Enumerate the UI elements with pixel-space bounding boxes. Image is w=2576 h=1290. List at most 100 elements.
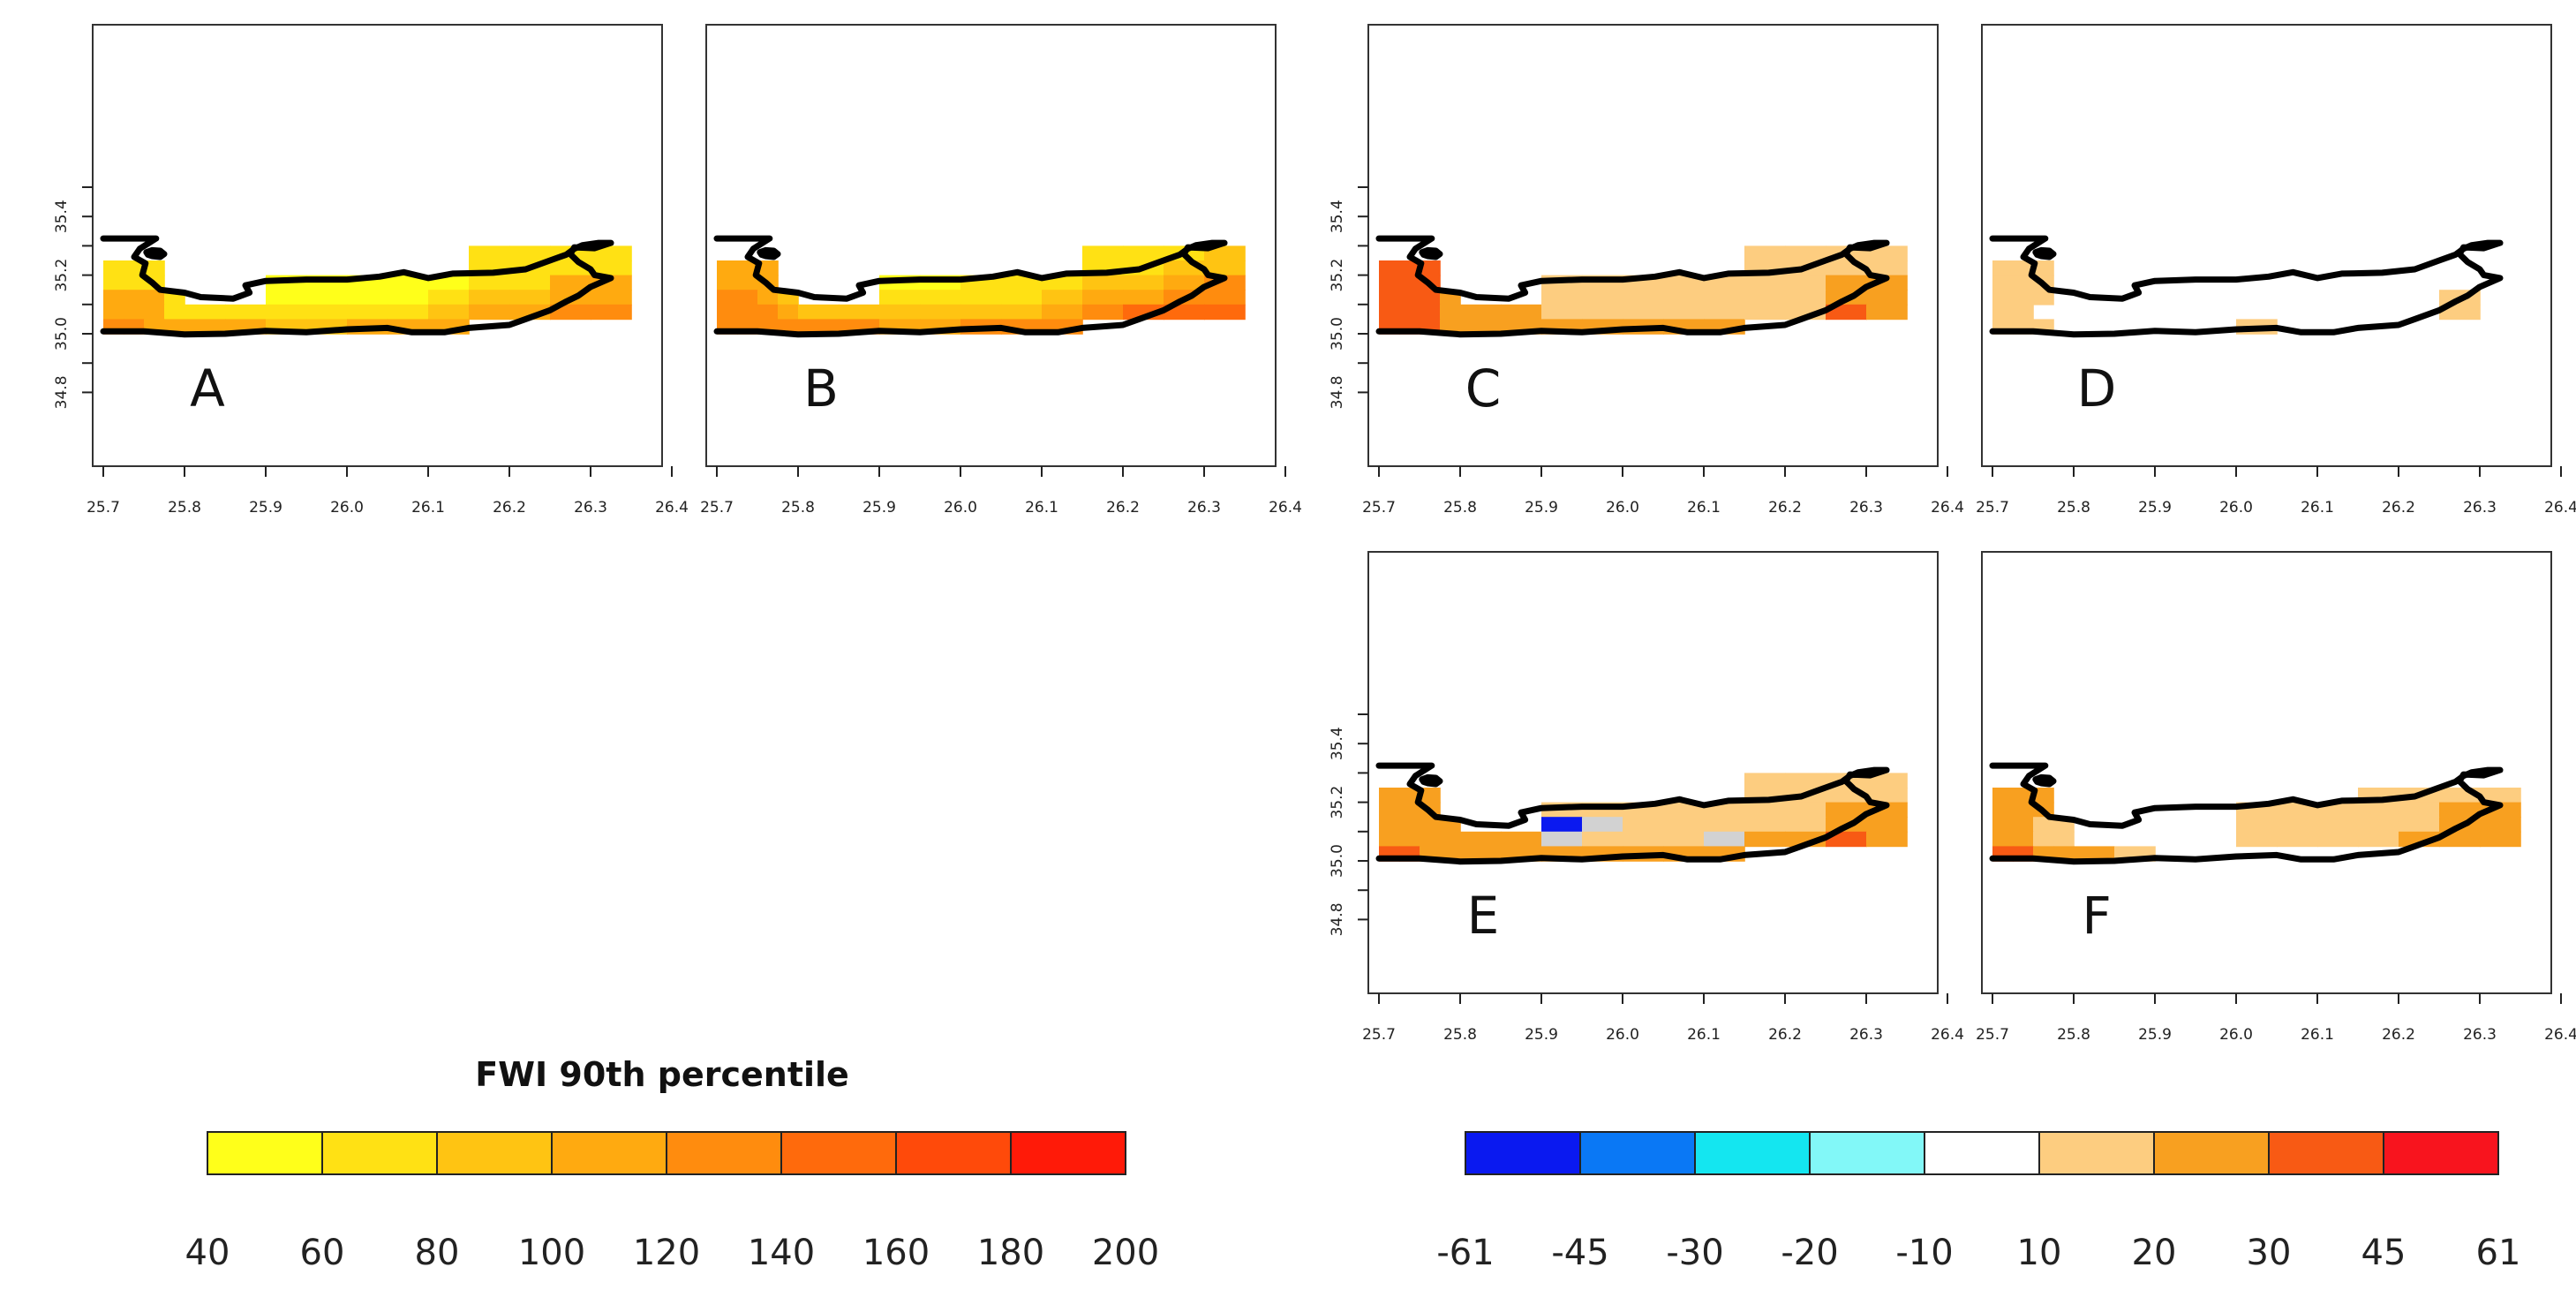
x-tick-label: 25.7 bbox=[87, 499, 120, 517]
grid-cell bbox=[1704, 304, 1745, 321]
legend-tick-label: 160 bbox=[862, 1233, 930, 1273]
map-panel-b: 25.7 25.8 25.9 26.0 26.1 26.2 26.3 26.4 B bbox=[700, 24, 1302, 517]
grid-cell bbox=[1866, 245, 1908, 261]
grid-cell bbox=[2033, 817, 2054, 833]
y-tick-label: 35.4 bbox=[53, 200, 71, 233]
grid-cell bbox=[1379, 817, 1400, 833]
grid-cell bbox=[124, 290, 145, 306]
y-tick-label: 35.0 bbox=[53, 317, 71, 351]
x-tick-label: 26.3 bbox=[574, 499, 607, 517]
legend-tick-label: 61 bbox=[2476, 1233, 2521, 1273]
grid-cell bbox=[591, 290, 632, 306]
legend-absolute: FWI 90th percentile 40 60 80 100 120 140 160 18… bbox=[185, 1055, 1160, 1273]
grid-cell bbox=[1826, 275, 1867, 290]
x-tick-label: 25.9 bbox=[2138, 1026, 2172, 1044]
grid-cell bbox=[1663, 831, 1705, 848]
grid-cell bbox=[1501, 304, 1542, 321]
coastline bbox=[1989, 235, 2504, 338]
legend-absolute-colorbar bbox=[207, 1131, 1126, 1175]
legend-swatch bbox=[1010, 1131, 1126, 1175]
legend-swatch bbox=[1924, 1131, 2040, 1175]
grid-cell bbox=[1866, 260, 1908, 276]
grid-cell bbox=[1399, 788, 1420, 803]
grid-cell bbox=[1420, 260, 1441, 276]
grid-cell bbox=[1399, 817, 1420, 833]
grid-cell bbox=[1663, 817, 1705, 833]
grid-cell bbox=[1460, 319, 1502, 335]
grid-cell bbox=[2074, 846, 2115, 862]
grid-cell bbox=[469, 245, 510, 261]
x-tick-label: 26.3 bbox=[1187, 499, 1221, 517]
grid-cell bbox=[164, 304, 185, 321]
grid-cell bbox=[879, 290, 921, 306]
legend-swatch bbox=[895, 1131, 1012, 1175]
x-axis: 25.7 25.8 25.9 26.0 26.1 26.2 26.3 26.4 bbox=[1362, 993, 1964, 1044]
islet-outline bbox=[2032, 773, 2057, 788]
legend-difference: -61 -45 -30 -20 -10 10 20 30 45 61 bbox=[1436, 1131, 2521, 1273]
grid-cell bbox=[920, 304, 961, 321]
grid-cell bbox=[1399, 304, 1420, 321]
legend-tick-label: -20 bbox=[1781, 1233, 1838, 1273]
grid-cell bbox=[2277, 831, 2318, 848]
grid-cell bbox=[1399, 802, 1420, 818]
legend-tick-label: -10 bbox=[1895, 1233, 1953, 1273]
grid-cell bbox=[1440, 831, 1461, 848]
grid-cell bbox=[1204, 245, 1246, 261]
grid-cell bbox=[1460, 304, 1502, 321]
legend-tick-label: 80 bbox=[415, 1233, 460, 1273]
x-tick-label: 25.8 bbox=[781, 499, 815, 517]
grid-cell bbox=[1785, 773, 1827, 788]
x-tick-label: 26.2 bbox=[1768, 499, 1802, 517]
x-tick-label: 25.9 bbox=[1525, 499, 1558, 517]
grid-cell bbox=[1744, 831, 1786, 848]
grid-cell bbox=[1582, 831, 1623, 848]
legend-tick-label: 100 bbox=[518, 1233, 585, 1273]
y-axis: 34.8 35.0 35.2 35.4 bbox=[53, 186, 93, 409]
grid-cell bbox=[1826, 802, 1867, 818]
x-tick-label: 26.0 bbox=[2219, 499, 2253, 517]
panel-frame bbox=[1367, 551, 1939, 994]
legend-swatch bbox=[780, 1131, 897, 1175]
grid-cell bbox=[1744, 290, 1786, 306]
x-tick-label: 26.1 bbox=[2301, 1026, 2334, 1044]
grid-cell bbox=[1501, 831, 1542, 848]
legend-tick-label: 45 bbox=[2361, 1233, 2407, 1273]
grid-cell bbox=[737, 304, 758, 321]
coastline bbox=[1375, 762, 1890, 865]
grid-cell bbox=[1785, 245, 1827, 261]
grid-cell bbox=[1785, 802, 1827, 818]
grid-cell bbox=[2013, 290, 2034, 306]
grid-cell bbox=[1866, 788, 1908, 803]
y-tick-label: 34.8 bbox=[1329, 902, 1346, 936]
grid-cell bbox=[428, 304, 470, 321]
x-tick-label: 25.8 bbox=[168, 499, 201, 517]
y-axis: 34.8 35.0 35.2 35.4 bbox=[1329, 186, 1368, 409]
grid-cell bbox=[347, 304, 388, 321]
grid-cell bbox=[2439, 802, 2481, 818]
grid-cell bbox=[469, 275, 510, 290]
grid-cell bbox=[266, 304, 307, 321]
grid-cell bbox=[103, 290, 124, 306]
grid-cell bbox=[1866, 831, 1908, 848]
grid-cell bbox=[306, 290, 348, 306]
legend-swatch bbox=[1694, 1131, 1811, 1175]
x-tick-label: 25.8 bbox=[2057, 1026, 2090, 1044]
grid-cell bbox=[717, 260, 738, 276]
x-tick-label: 26.4 bbox=[1269, 499, 1302, 517]
coastline bbox=[100, 235, 614, 338]
grid-cell bbox=[185, 319, 226, 335]
grid-cell bbox=[1992, 788, 2014, 803]
grid-cell bbox=[2439, 831, 2481, 848]
grid-cell bbox=[144, 290, 165, 306]
legend-tick-label: 20 bbox=[2132, 1233, 2177, 1273]
x-tick-label: 26.0 bbox=[944, 499, 977, 517]
grid-cell bbox=[1541, 817, 1583, 833]
grid-cell bbox=[1785, 290, 1827, 306]
grid-cell bbox=[1082, 275, 1124, 290]
grid-cell bbox=[1992, 802, 2014, 818]
grid-cell bbox=[1379, 304, 1400, 321]
grid-cell bbox=[1399, 275, 1420, 290]
grid-cell bbox=[266, 290, 307, 306]
legend-tick-label: 140 bbox=[748, 1233, 815, 1273]
coastline bbox=[1375, 235, 1890, 338]
